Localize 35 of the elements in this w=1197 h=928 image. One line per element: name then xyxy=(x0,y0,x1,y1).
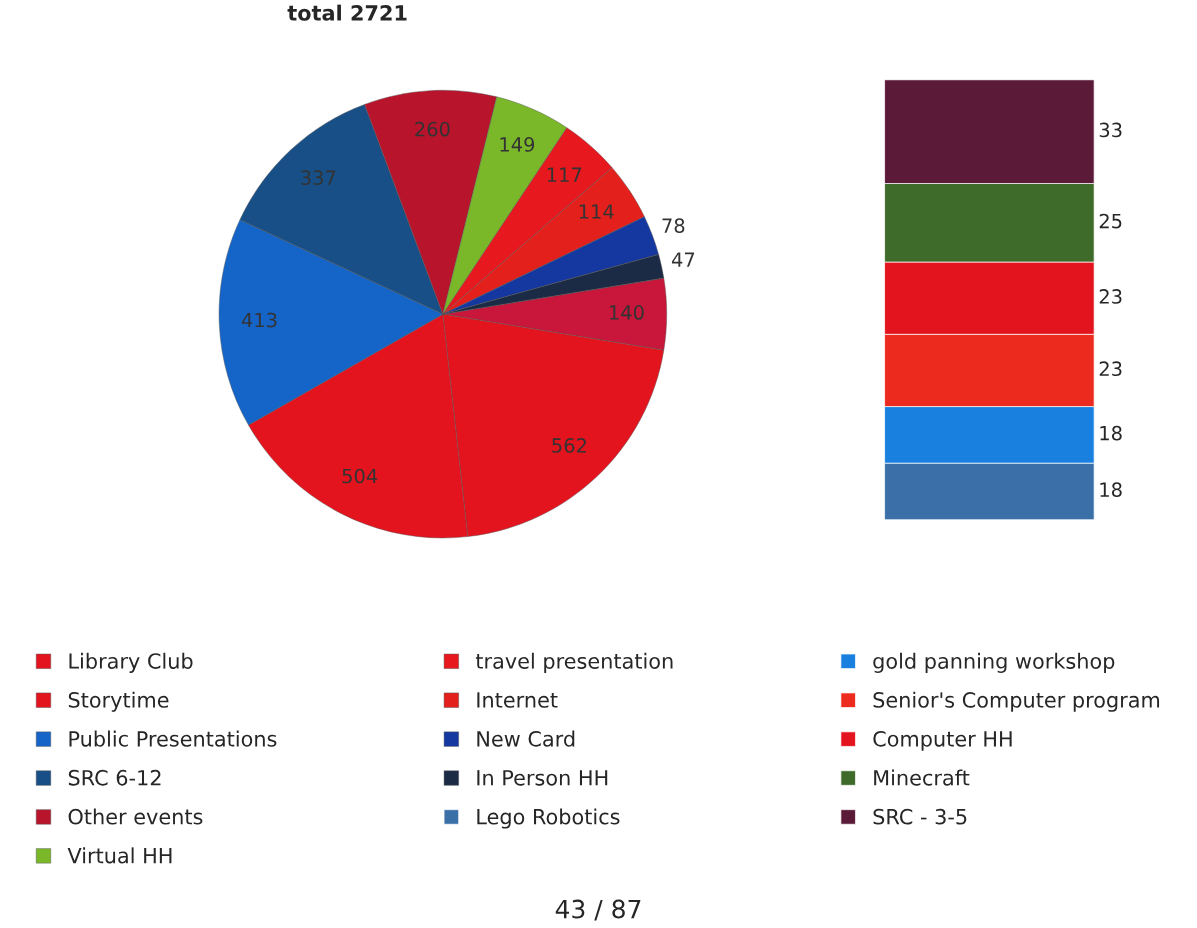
data-label: 18 xyxy=(1100,482,1122,498)
data-label: 504 xyxy=(342,468,378,484)
data-label: 23 xyxy=(1099,289,1122,304)
legend-label: Public Presentations xyxy=(69,730,277,747)
data-label: 149 xyxy=(500,137,535,152)
chart-title: total 2721 xyxy=(287,4,407,21)
legend-label: Storytime xyxy=(68,691,169,712)
legend-label: SRC - 3-5 xyxy=(873,808,967,825)
legend-label: Computer HH xyxy=(873,730,1012,751)
data-label: 140 xyxy=(610,305,644,320)
data-label: 117 xyxy=(547,167,582,182)
legend-label: travel presentation xyxy=(475,652,673,673)
data-label: 47 xyxy=(671,252,695,267)
legend-label: SRC 6-12 xyxy=(68,769,161,786)
data-label: 260 xyxy=(415,121,450,137)
legend-label: In Person HH xyxy=(477,770,608,786)
data-label: 413 xyxy=(241,312,277,328)
data-label: 114 xyxy=(579,204,614,219)
legend-label: Senior's Computer program xyxy=(873,691,1160,712)
text: 43 / 87 xyxy=(555,899,641,921)
data-label: 562 xyxy=(552,438,586,453)
data-label: 337 xyxy=(301,170,336,186)
legend-label: gold panning workshop xyxy=(873,652,1115,673)
data-label: 25 xyxy=(1099,213,1122,229)
data-label: 18 xyxy=(1100,425,1122,441)
legend-label: Other events xyxy=(68,808,203,825)
legend-label: New Card xyxy=(477,730,575,747)
legend-label: Library Club xyxy=(69,652,193,673)
data-label: 23 xyxy=(1099,361,1122,377)
data-label: 33 xyxy=(1099,122,1122,138)
legend-label: Minecraft xyxy=(874,769,970,786)
legend-label: Lego Robotics xyxy=(477,808,620,829)
legend-label: Internet xyxy=(477,692,558,708)
data-label: 78 xyxy=(662,218,685,233)
legend-label: Virtual HH xyxy=(67,847,172,864)
